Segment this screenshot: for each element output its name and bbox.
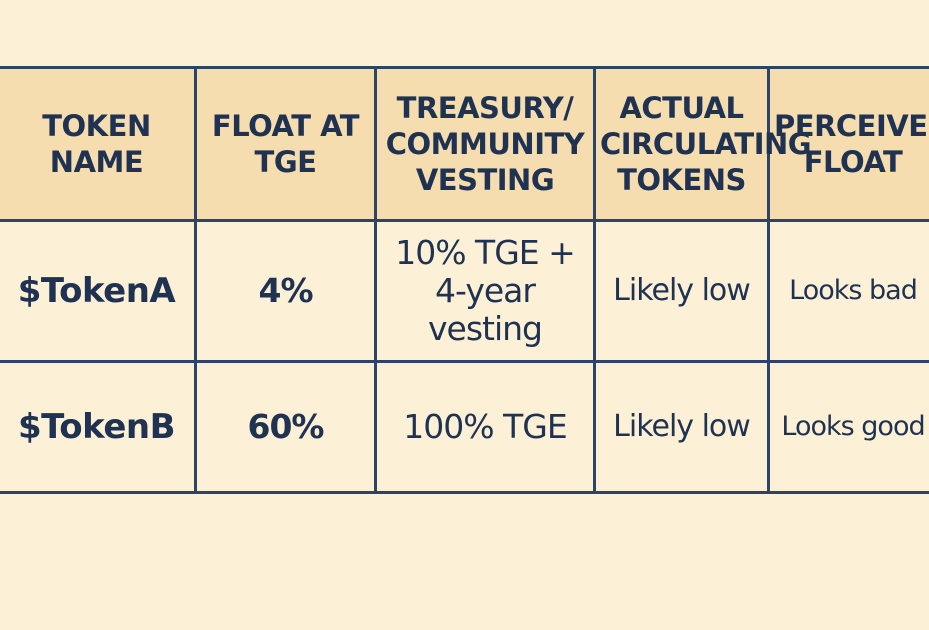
cell-actual-circulating: Likely low (593, 219, 770, 363)
table-row: $TokenA 4% 10% TGE + 4-year vesting Like… (0, 219, 929, 363)
table-header-row: TOKEN NAME FLOAT AT TGE TREASURY/ COMMUN… (0, 66, 929, 222)
table-row: $TokenB 60% 100% TGE Likely low Looks go… (0, 360, 929, 494)
cell-treasury-vesting: 100% TGE (374, 360, 596, 494)
header-token-name: TOKEN NAME (0, 66, 197, 222)
cell-float-at-tge: 4% (194, 219, 377, 363)
header-treasury-vesting: TREASURY/ COMMUNITY VESTING (374, 66, 596, 222)
header-float-at-tge: FLOAT AT TGE (194, 66, 377, 222)
token-float-table: TOKEN NAME FLOAT AT TGE TREASURY/ COMMUN… (0, 66, 929, 494)
cell-token-name: $TokenB (0, 360, 197, 494)
cell-perceived-float: Looks bad (767, 219, 929, 363)
header-actual-circulating: ACTUAL CIRCULATING TOKENS (593, 66, 812, 222)
cell-perceived-float: Looks good (767, 360, 929, 494)
cell-actual-circulating: Likely low (593, 360, 770, 494)
cell-treasury-vesting: 10% TGE + 4-year vesting (374, 219, 596, 363)
cell-token-name: $TokenA (0, 219, 197, 363)
cell-float-at-tge: 60% (194, 360, 377, 494)
header-perceived-float: PERCEIVED FLOAT (767, 66, 929, 222)
